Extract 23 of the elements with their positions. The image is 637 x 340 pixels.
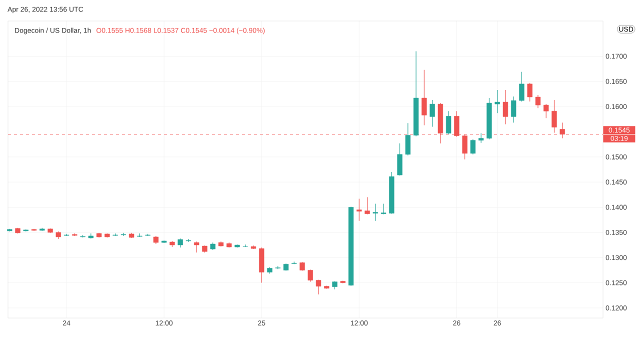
candlestick — [527, 82, 532, 102]
candlestick — [511, 96, 516, 123]
candlestick — [316, 279, 322, 295]
candlestick — [478, 132, 484, 144]
candlestick — [446, 110, 452, 135]
candlestick — [259, 247, 264, 284]
candlestick — [308, 269, 313, 282]
candlestick — [494, 90, 500, 114]
candlestick — [544, 104, 549, 118]
candlestick — [178, 238, 183, 248]
candlestick — [380, 203, 386, 215]
candlestick — [422, 70, 427, 126]
candlestick — [430, 100, 435, 128]
candlestick — [372, 203, 378, 222]
candlestick — [535, 94, 541, 108]
candlestick — [356, 198, 362, 222]
candlestick — [364, 196, 370, 215]
candlestick — [519, 72, 524, 102]
candlestick — [470, 138, 476, 155]
candlestick — [194, 241, 200, 253]
candlestick — [502, 90, 508, 124]
candlestick — [405, 122, 411, 156]
candlestick — [397, 143, 402, 176]
